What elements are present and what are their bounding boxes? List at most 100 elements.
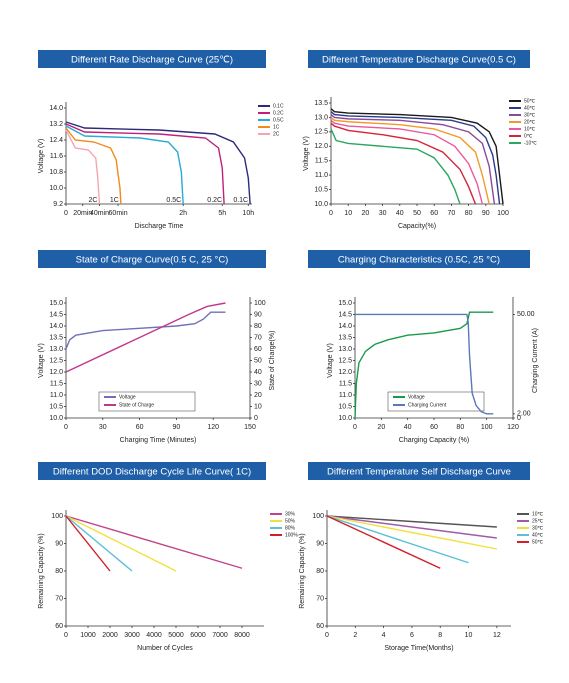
x-tick-label: 120 bbox=[507, 424, 519, 431]
y2-tick-label: 50 bbox=[254, 357, 262, 364]
y-tick-label: 14.5 bbox=[49, 311, 63, 318]
series-line bbox=[65, 302, 226, 373]
series-line bbox=[354, 311, 494, 419]
series-line bbox=[65, 311, 226, 350]
x-axis-label: Number of Cycles bbox=[137, 645, 193, 652]
x-tick-label: 12 bbox=[493, 632, 501, 639]
legend-label: 2C bbox=[273, 131, 280, 137]
x-tick-label: 6 bbox=[410, 632, 414, 639]
title-bar bbox=[308, 50, 530, 68]
y2-tick-label: 30 bbox=[254, 380, 262, 387]
legend-label: 30% bbox=[285, 511, 296, 517]
x-tick-label: 5h bbox=[218, 210, 226, 217]
y-tick-label: 10.5 bbox=[338, 403, 352, 410]
chart-title: Different Temperature Self Discharge Cur… bbox=[327, 467, 511, 478]
x-tick-label: 2000 bbox=[102, 632, 118, 639]
y-tick-label: 10.0 bbox=[49, 185, 63, 192]
series-line bbox=[330, 114, 496, 205]
series-line bbox=[65, 515, 177, 572]
series-line bbox=[65, 123, 225, 205]
legend-label: 25℃ bbox=[532, 518, 544, 524]
y-axis-label: Voltage (V) bbox=[303, 136, 310, 171]
y-tick-label: 10.0 bbox=[338, 415, 352, 422]
x-tick-label: 60 bbox=[136, 424, 144, 431]
y-tick-label: 80 bbox=[316, 568, 324, 575]
series-line bbox=[326, 515, 497, 539]
y-tick-label: 11.0 bbox=[50, 392, 63, 399]
y-tick-label: 13.0 bbox=[314, 114, 328, 121]
x-tick-label: 90 bbox=[173, 424, 181, 431]
series-line bbox=[65, 125, 184, 205]
x-tick-label: 20min bbox=[73, 210, 92, 217]
y-tick-label: 9.2 bbox=[53, 201, 63, 208]
legend-label: 50℃ bbox=[532, 539, 544, 545]
legend-label: 100% bbox=[285, 532, 298, 538]
y-tick-label: 80 bbox=[55, 568, 63, 575]
legend-label: 0.5C bbox=[273, 117, 284, 123]
y2-tick-label: 0 bbox=[254, 415, 258, 422]
y-tick-label: 11.0 bbox=[315, 172, 328, 179]
y-tick-label: 13.2 bbox=[49, 121, 63, 128]
y-tick-label: 10.0 bbox=[314, 201, 328, 208]
legend-label: 40℃ bbox=[532, 532, 544, 538]
x-tick-label: 6000 bbox=[190, 632, 206, 639]
legend-label: 50℃ bbox=[524, 98, 536, 104]
series-line bbox=[330, 116, 490, 205]
y-tick-label: 13.5 bbox=[49, 334, 63, 341]
curve-label: 1C bbox=[110, 197, 119, 204]
legend-label: -10℃ bbox=[524, 140, 537, 146]
curve-label: 0.2C bbox=[207, 197, 222, 204]
x-tick-label: 5000 bbox=[168, 632, 184, 639]
series-line bbox=[326, 515, 497, 550]
y-tick-label: 12.5 bbox=[49, 357, 63, 364]
y2-tick-label: 2.00 bbox=[517, 411, 531, 418]
y2-axis-label: State of Charge(%) bbox=[269, 331, 276, 391]
y2-tick-label: 60 bbox=[254, 346, 262, 353]
legend-label: 0.1C bbox=[273, 103, 284, 109]
series-line bbox=[355, 313, 494, 415]
y2-tick-label: 50.00 bbox=[517, 311, 535, 318]
legend-label: State of Charge bbox=[119, 402, 154, 408]
x-tick-label: 0 bbox=[353, 424, 357, 431]
y-tick-label: 11.5 bbox=[50, 380, 63, 387]
y-tick-label: 11.5 bbox=[339, 380, 352, 387]
y-tick-label: 14.0 bbox=[49, 323, 63, 330]
x-axis-label: Discharge Time bbox=[135, 223, 184, 230]
y2-tick-label: 40 bbox=[254, 369, 262, 376]
series-line bbox=[65, 515, 133, 572]
x-tick-label: 40 bbox=[404, 424, 412, 431]
y-tick-label: 100 bbox=[312, 513, 324, 520]
series-line bbox=[326, 515, 497, 528]
y-tick-label: 12.0 bbox=[338, 369, 352, 376]
y-axis-label: Voltage (V) bbox=[38, 139, 45, 174]
x-tick-label: 100 bbox=[481, 424, 493, 431]
x-tick-label: 2h bbox=[179, 210, 187, 217]
x-tick-label: 60 bbox=[430, 210, 438, 217]
y-tick-label: 10.8 bbox=[49, 169, 63, 176]
y-tick-label: 70 bbox=[55, 595, 63, 602]
y2-tick-label: 20 bbox=[254, 392, 262, 399]
y2-axis-label: Charging Current (A) bbox=[532, 328, 539, 393]
series-line bbox=[65, 515, 243, 569]
y-tick-label: 70 bbox=[316, 595, 324, 602]
x-tick-label: 40min bbox=[90, 210, 109, 217]
y-tick-label: 60 bbox=[316, 623, 324, 630]
y2-tick-label: 70 bbox=[254, 334, 262, 341]
chart-title: Different Temperature Discharge Curve(0.… bbox=[322, 55, 516, 66]
y-tick-label: 13.5 bbox=[338, 334, 352, 341]
y-tick-label: 10.0 bbox=[49, 415, 63, 422]
y-tick-label: 12.4 bbox=[49, 137, 63, 144]
x-tick-label: 50 bbox=[413, 210, 421, 217]
y-tick-label: 90 bbox=[55, 540, 63, 547]
y-tick-label: 15.0 bbox=[49, 300, 63, 307]
y-tick-label: 10.5 bbox=[49, 403, 63, 410]
x-axis-label: Charging Time (Minutes) bbox=[120, 437, 197, 444]
y-tick-label: 90 bbox=[316, 540, 324, 547]
x-tick-label: 0 bbox=[64, 424, 68, 431]
x-tick-label: 0 bbox=[325, 632, 329, 639]
x-axis-label: Charging Capacity (%) bbox=[399, 437, 469, 444]
legend-label: 0.2C bbox=[273, 110, 284, 116]
x-axis-label: Capacity(%) bbox=[398, 223, 436, 230]
curve-label: 0.1C bbox=[233, 197, 248, 204]
